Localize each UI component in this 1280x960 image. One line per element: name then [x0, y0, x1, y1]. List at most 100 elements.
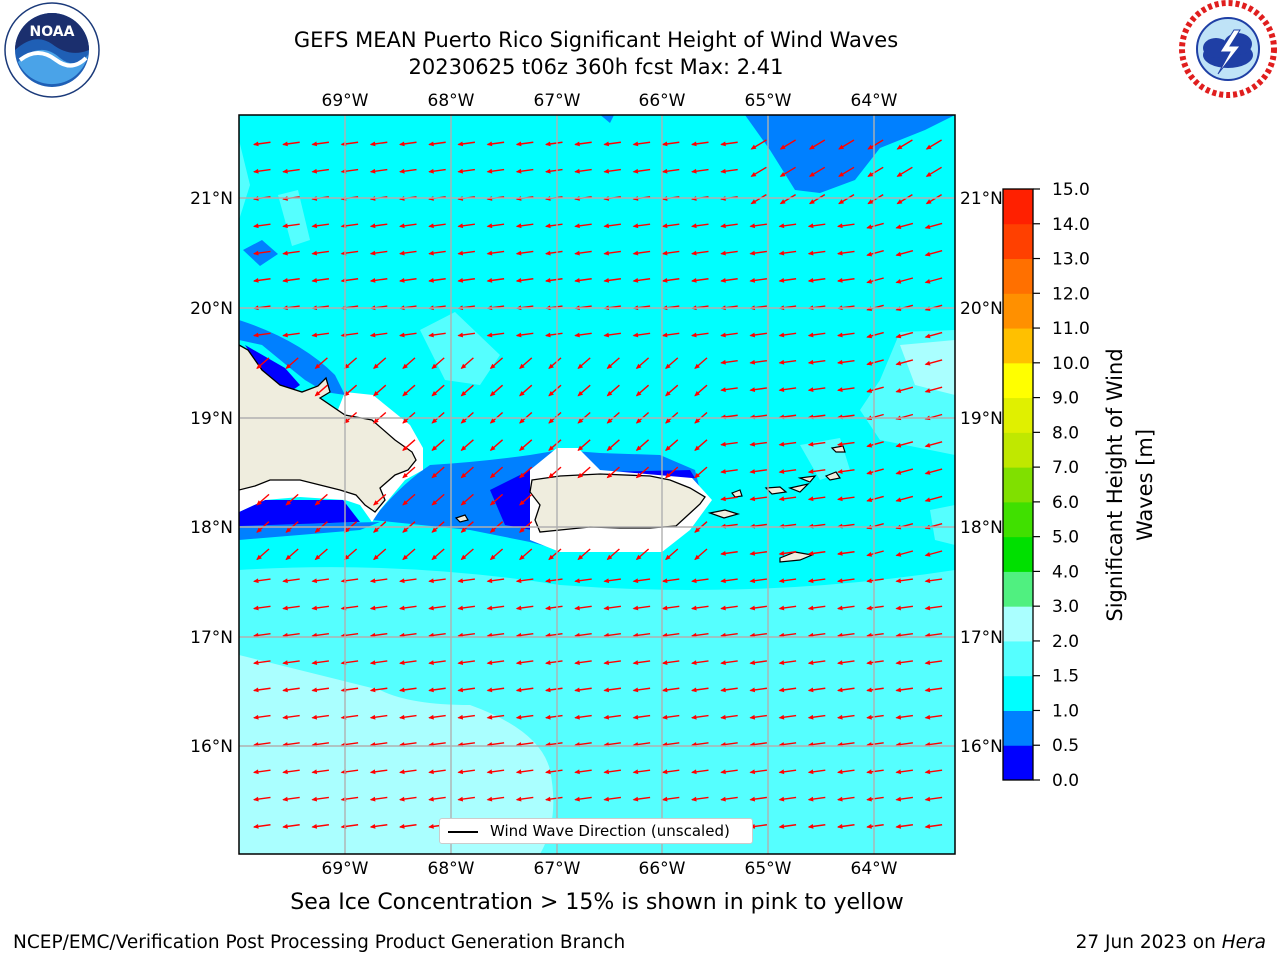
wind-arrow-head: [606, 472, 613, 479]
wind-arrow-head: [807, 824, 814, 829]
wind-arrow-head: [577, 363, 584, 370]
wind-arrow-head: [895, 360, 902, 366]
noaa-logo: NOAA: [4, 2, 100, 98]
wind-arrow-head: [895, 660, 902, 665]
lat-label: 16°N: [190, 737, 233, 757]
wind-arrow-head: [428, 223, 434, 229]
wind-arrow-head: [574, 278, 580, 283]
wind-arrow-head: [402, 472, 408, 479]
wind-arrow-head: [457, 578, 464, 584]
wind-arrow-head: [665, 472, 671, 479]
colorbar-tick-label: 2.0: [1052, 632, 1079, 652]
wind-arrow-head: [778, 223, 785, 229]
lon-labels-top: 69°W 68°W 67°W 66°W 65°W 64°W: [322, 91, 898, 111]
wind-arrow-head: [632, 250, 639, 256]
wind-arrow-head: [519, 527, 525, 533]
wind-arrow-head: [837, 687, 843, 693]
wind-arrow-head: [457, 769, 464, 775]
wind-arrow-head: [632, 687, 639, 693]
wind-arrow-head: [515, 332, 522, 338]
wind-arrow-head: [837, 605, 843, 611]
puerto-rico-land: [529, 473, 706, 533]
wind-arrow-head: [519, 554, 525, 561]
wind-arrow-head: [256, 363, 262, 370]
wind-arrow-head: [661, 278, 668, 283]
wind-arrow-head: [369, 769, 376, 775]
credit-left: NCEP/EMC/Verification Post Processing Pr…: [13, 932, 626, 953]
map-gridlines: [239, 115, 955, 854]
wind-arrow-head: [428, 796, 434, 802]
colorbar-label-line2: Waves [m]: [1133, 429, 1157, 541]
wind-arrow-head: [606, 445, 613, 451]
wind-arrow-head: [866, 442, 873, 448]
wind-arrow-head: [311, 824, 318, 829]
wind-arrow-head: [311, 769, 318, 775]
wind-arrow-head: [574, 141, 580, 147]
wind-arrow-head: [661, 605, 668, 611]
wind-arrow-head: [457, 168, 464, 174]
wind-arrow-head: [807, 769, 814, 775]
wind-arrow-head: [807, 578, 814, 584]
wind-arrow-head: [720, 578, 726, 584]
wind-arrow-head: [603, 223, 610, 229]
wind-arrow-head: [837, 496, 843, 502]
colorbar-tick-label: 6.0: [1052, 493, 1079, 513]
wind-arrow-head: [837, 387, 843, 392]
wind-arrow-head: [720, 660, 726, 665]
wind-arrow-head: [837, 250, 843, 256]
wind-arrow-head: [486, 223, 493, 229]
wind-arrow-head: [691, 605, 697, 611]
legend-label: Wind Wave Direction (unscaled): [490, 822, 730, 840]
wind-arrow-head: [749, 469, 756, 474]
colorbar-tick-label: 13.0: [1052, 250, 1090, 270]
wind-arrow-head: [282, 223, 288, 229]
wind-arrow-head: [778, 605, 785, 611]
wind-arrow-head: [837, 796, 843, 802]
wind-arrow-head: [665, 418, 671, 424]
wind-arrow-head: [431, 527, 438, 533]
colorbar-segment: [1003, 362, 1033, 399]
wind-arrow-head: [486, 168, 493, 174]
wind-arrow-head: [253, 578, 259, 584]
wind-arrow-head: [807, 250, 814, 256]
wind-arrow-head: [632, 168, 639, 174]
wind-arrow-head: [807, 605, 814, 611]
wind-arrow-head: [750, 199, 757, 205]
wind-arrow-head: [837, 660, 843, 665]
wind-arrow-head: [603, 796, 610, 802]
wind-arrow-head: [694, 554, 700, 561]
wind-arrow-head: [749, 578, 756, 584]
wind-arrow-head: [895, 824, 902, 829]
wind-arrow-head: [519, 391, 525, 397]
wind-arrow-head: [691, 578, 697, 584]
wind-arrow-head: [369, 223, 376, 229]
wind-arrow-head: [399, 332, 405, 338]
wind-arrow-head: [314, 527, 321, 533]
credit-host: Hera: [1221, 932, 1266, 953]
wind-arrow-head: [519, 472, 525, 479]
wind-arrow-head: [402, 527, 408, 533]
wind-arrow-head: [457, 278, 464, 283]
colorbar-segment: [1003, 640, 1033, 677]
wind-arrow-head: [837, 824, 843, 829]
wind-arrow-head: [807, 469, 814, 474]
wind-arrow-head: [285, 500, 292, 506]
wind-arrow-head: [402, 554, 408, 561]
wind-arrow-head: [457, 796, 464, 802]
chart-title-line1: GEFS MEAN Puerto Rico Significant Height…: [293, 28, 899, 52]
wind-arrow-head: [457, 605, 464, 611]
wind-arrow-head: [778, 551, 785, 556]
wind-arrow-head: [253, 332, 259, 338]
wind-arrow-head: [314, 500, 321, 506]
lat-label: 20°N: [960, 299, 1003, 319]
wind-arrow-head: [837, 469, 843, 474]
wind-arrow-head: [924, 470, 931, 475]
legend-line-sample: [448, 831, 478, 833]
wind-arrow-head: [402, 418, 408, 424]
wind-arrow-head: [778, 578, 785, 584]
wind-arrow-head: [369, 168, 376, 174]
wind-arrow-head: [253, 168, 259, 174]
colorbar-tick-label: 9.0: [1052, 389, 1079, 409]
wind-arrow-head: [866, 360, 873, 366]
colorbar-segment: [1003, 536, 1033, 572]
